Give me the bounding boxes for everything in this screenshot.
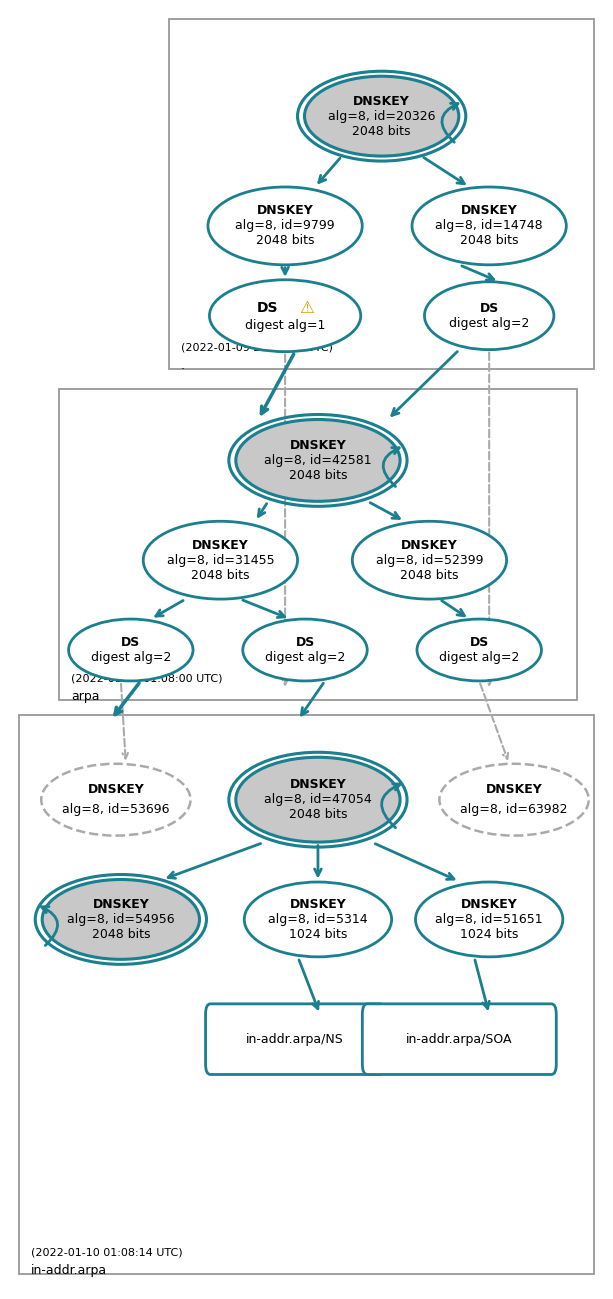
Text: alg=8, id=42581: alg=8, id=42581 xyxy=(264,453,371,466)
Text: DNSKEY: DNSKEY xyxy=(289,439,346,452)
Text: alg=8, id=52399: alg=8, id=52399 xyxy=(376,553,483,566)
Text: DNSKEY: DNSKEY xyxy=(289,898,346,911)
Text: 2048 bits: 2048 bits xyxy=(460,234,519,247)
Ellipse shape xyxy=(352,521,506,599)
Ellipse shape xyxy=(243,620,367,681)
Text: DNSKEY: DNSKEY xyxy=(461,898,517,911)
Ellipse shape xyxy=(245,882,392,957)
Text: 2048 bits: 2048 bits xyxy=(352,125,411,138)
Text: 1024 bits: 1024 bits xyxy=(460,927,519,940)
Text: (2022-01-10 01:08:00 UTC): (2022-01-10 01:08:00 UTC) xyxy=(71,674,223,685)
Text: 2048 bits: 2048 bits xyxy=(289,469,347,482)
Text: DS: DS xyxy=(256,301,278,314)
Text: 2048 bits: 2048 bits xyxy=(400,569,459,582)
Text: in-addr.arpa/NS: in-addr.arpa/NS xyxy=(246,1033,344,1046)
Text: DNSKEY: DNSKEY xyxy=(401,539,458,552)
Text: alg=8, id=5314: alg=8, id=5314 xyxy=(268,913,368,926)
Ellipse shape xyxy=(305,77,459,156)
FancyBboxPatch shape xyxy=(205,1004,384,1074)
Text: alg=8, id=47054: alg=8, id=47054 xyxy=(264,794,372,807)
Ellipse shape xyxy=(412,187,566,265)
Bar xyxy=(19,714,594,1273)
Text: 1024 bits: 1024 bits xyxy=(289,927,347,940)
FancyBboxPatch shape xyxy=(362,1004,556,1074)
Ellipse shape xyxy=(416,882,563,957)
Text: DNSKEY: DNSKEY xyxy=(192,539,249,552)
Ellipse shape xyxy=(236,757,400,842)
Text: DS: DS xyxy=(295,637,314,650)
Text: (2022-01-10 01:08:14 UTC): (2022-01-10 01:08:14 UTC) xyxy=(31,1248,183,1257)
Text: .: . xyxy=(181,359,185,372)
Text: alg=8, id=54956: alg=8, id=54956 xyxy=(67,913,175,926)
Ellipse shape xyxy=(440,764,588,835)
Text: digest alg=2: digest alg=2 xyxy=(449,317,530,330)
Bar xyxy=(169,19,594,369)
Text: digest alg=2: digest alg=2 xyxy=(265,651,345,664)
Text: DNSKEY: DNSKEY xyxy=(257,204,313,217)
Text: digest alg=1: digest alg=1 xyxy=(245,320,326,333)
Text: DNSKEY: DNSKEY xyxy=(461,204,517,217)
Text: DS: DS xyxy=(470,637,489,650)
Text: DNSKEY: DNSKEY xyxy=(485,783,543,796)
Text: (2022-01-09 21:14:38 UTC): (2022-01-09 21:14:38 UTC) xyxy=(181,343,332,352)
Text: DNSKEY: DNSKEY xyxy=(353,95,410,108)
Text: arpa: arpa xyxy=(71,690,99,703)
Ellipse shape xyxy=(424,282,554,349)
Text: 2048 bits: 2048 bits xyxy=(289,808,347,821)
Ellipse shape xyxy=(208,187,362,265)
Text: alg=8, id=51651: alg=8, id=51651 xyxy=(435,913,543,926)
Text: alg=8, id=14748: alg=8, id=14748 xyxy=(435,220,543,233)
Text: in-addr.arpa/SOA: in-addr.arpa/SOA xyxy=(406,1033,512,1046)
Ellipse shape xyxy=(210,279,361,352)
Ellipse shape xyxy=(42,879,199,960)
Text: 2048 bits: 2048 bits xyxy=(91,927,150,940)
Text: digest alg=2: digest alg=2 xyxy=(91,651,171,664)
Ellipse shape xyxy=(69,620,193,681)
Ellipse shape xyxy=(143,521,297,599)
Text: alg=8, id=53696: alg=8, id=53696 xyxy=(62,803,170,816)
Ellipse shape xyxy=(41,764,191,835)
Text: DS: DS xyxy=(479,301,499,314)
Ellipse shape xyxy=(236,420,400,501)
Bar xyxy=(59,388,577,700)
Text: alg=8, id=9799: alg=8, id=9799 xyxy=(235,220,335,233)
Text: digest alg=2: digest alg=2 xyxy=(439,651,519,664)
Text: DNSKEY: DNSKEY xyxy=(289,778,346,791)
Text: DS: DS xyxy=(121,637,140,650)
Text: ⚠: ⚠ xyxy=(300,299,314,317)
Text: DNSKEY: DNSKEY xyxy=(93,898,149,911)
Text: 2048 bits: 2048 bits xyxy=(191,569,249,582)
Text: alg=8, id=20326: alg=8, id=20326 xyxy=(328,109,435,122)
Text: DNSKEY: DNSKEY xyxy=(88,783,144,796)
Ellipse shape xyxy=(417,620,541,681)
Text: alg=8, id=63982: alg=8, id=63982 xyxy=(460,803,568,816)
Text: 2048 bits: 2048 bits xyxy=(256,234,314,247)
Text: alg=8, id=31455: alg=8, id=31455 xyxy=(167,553,274,566)
Text: in-addr.arpa: in-addr.arpa xyxy=(31,1264,107,1277)
